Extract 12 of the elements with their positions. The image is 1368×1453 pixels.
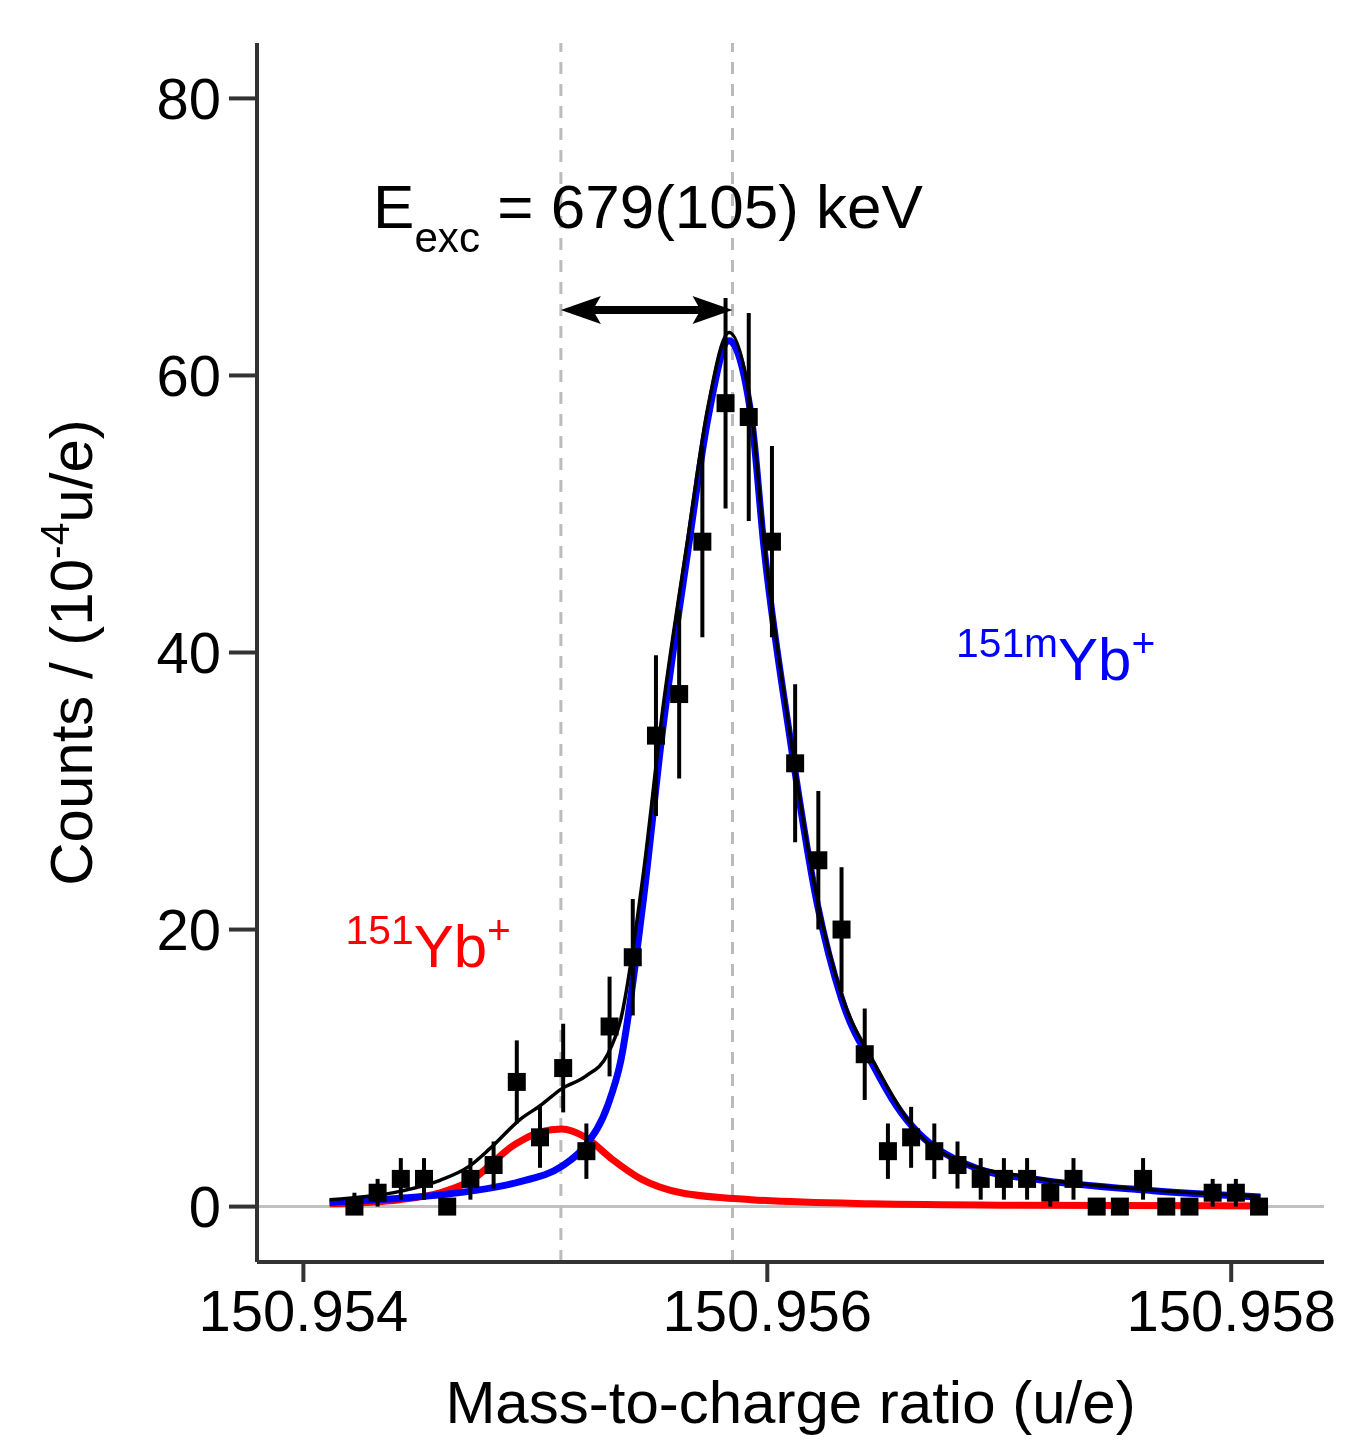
x-tick-label: 150.956 <box>662 1278 873 1344</box>
x-tick-label: 150.958 <box>1126 1278 1337 1344</box>
text: $^{151m}$Yb$^{+}$ <box>956 619 1156 693</box>
y-tick-label: 40 <box>156 620 221 686</box>
y-tick-label: 0 <box>188 1174 221 1240</box>
y-tick-label: 80 <box>156 66 221 131</box>
x-tick-label: 150.954 <box>198 1278 409 1344</box>
annotation: E$_{exc}$ = 679(105) keV <box>373 172 924 261</box>
y-tick-label: 20 <box>156 897 221 963</box>
y-tick-label: 60 <box>156 343 221 409</box>
text: $^{151}$Yb$^{+}$ <box>345 907 511 981</box>
x-axis-title: Mass-to-charge ratio (u/e) <box>445 1369 1136 1436</box>
